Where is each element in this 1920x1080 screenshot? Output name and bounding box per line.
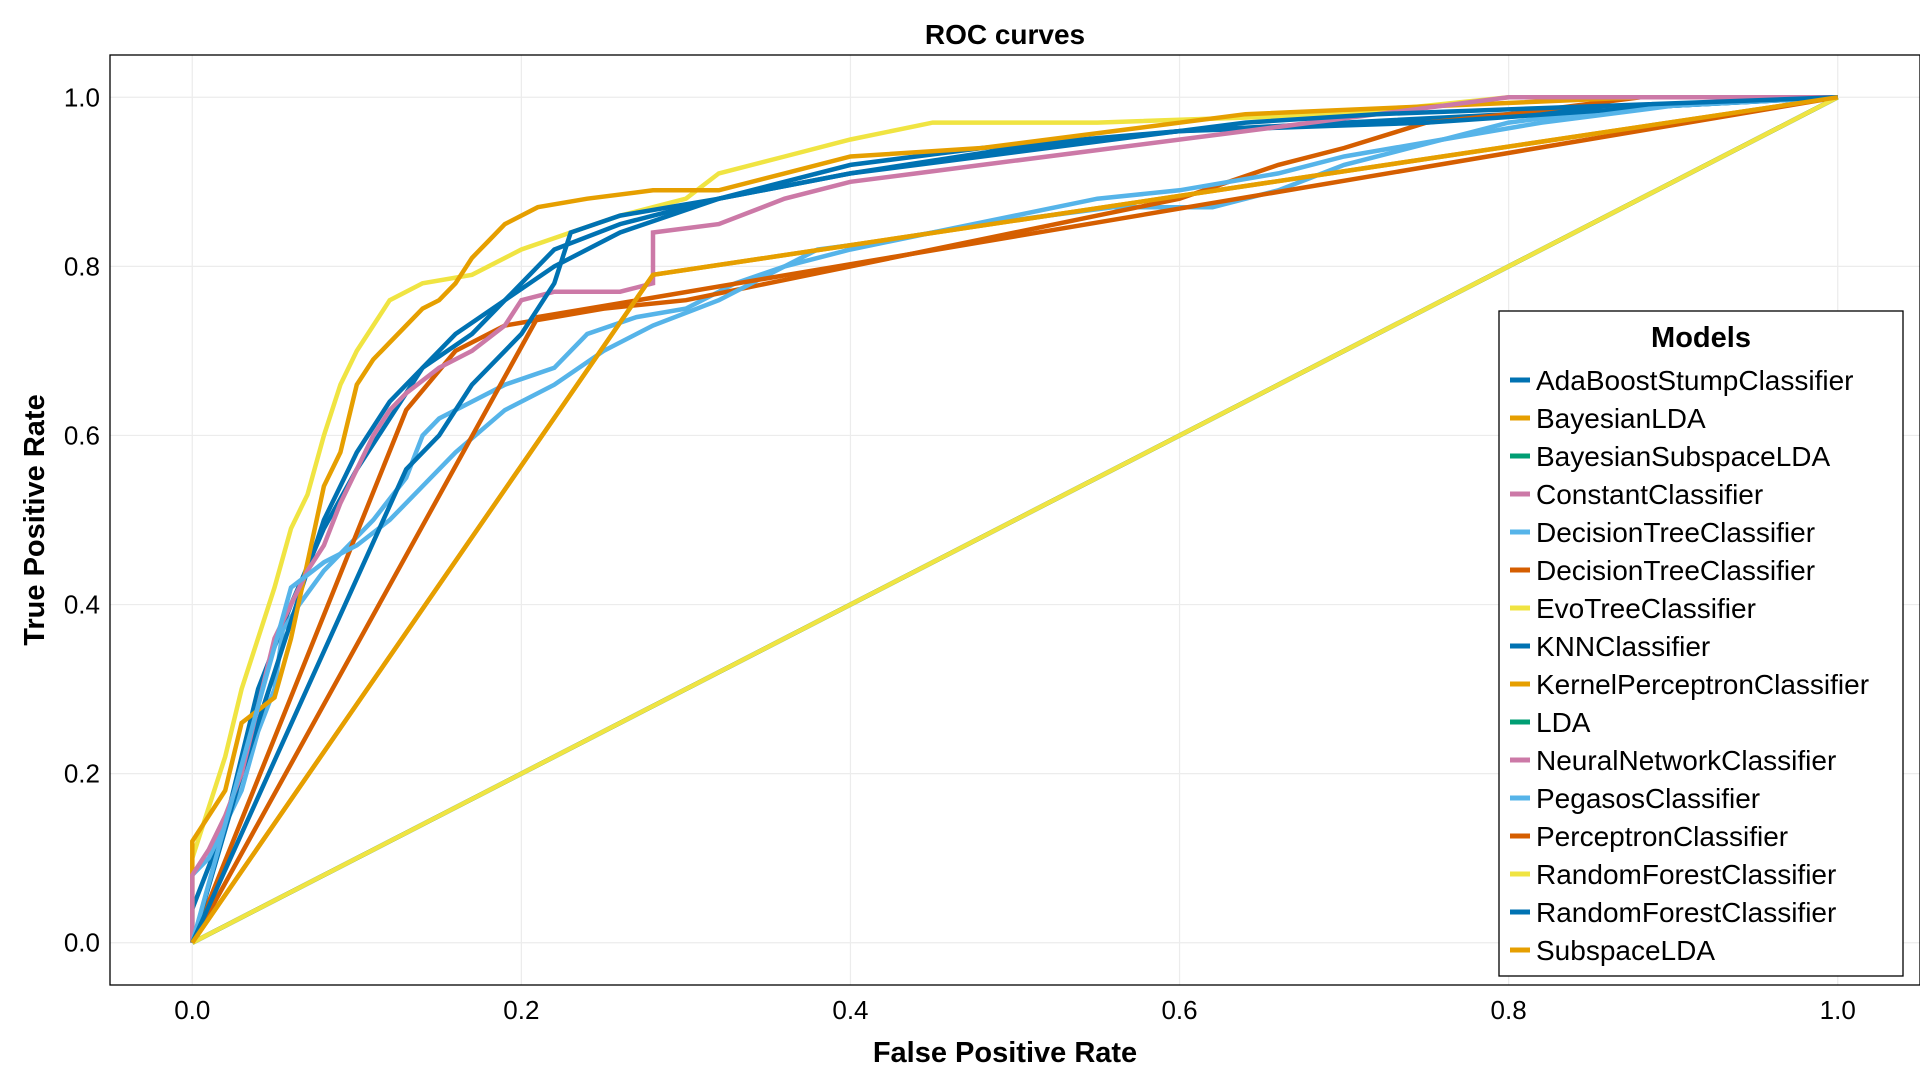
legend-label: KNNClassifier [1536, 631, 1710, 662]
legend-box [1498, 310, 1904, 977]
roc-curve-kernelperceptronclassifier [190, 95, 1838, 943]
legend-label: ConstantClassifier [1536, 479, 1763, 510]
legend-label: DecisionTreeClassifier [1536, 517, 1815, 548]
x-tick-label: 0.8 [1491, 995, 1527, 1025]
legend-label: KernelPerceptronClassifier [1536, 669, 1869, 700]
legend-label: BayesianSubspaceLDA [1536, 441, 1831, 472]
roc-curve-subspacelda [190, 95, 1839, 944]
legend-label: LDA [1536, 707, 1591, 738]
y-tick-label: 0.2 [64, 759, 100, 789]
legend-label: EvoTreeClassifier [1536, 593, 1756, 624]
legend-label: DecisionTreeClassifier [1536, 555, 1815, 586]
legend-label: PegasosClassifier [1536, 783, 1760, 814]
roc-curves [190, 95, 1839, 945]
plot-frame [109, 54, 1920, 986]
legend-label: SubspaceLDA [1536, 935, 1715, 966]
y-axis-ticks: 0.0 0.2 0.4 0.6 0.8 1.0 [64, 82, 100, 957]
x-axis-label: False Positive Rate [873, 1037, 1137, 1069]
roc-curve-pegasosclassifier [190, 95, 1838, 944]
legend: Models AdaBoostStumpClassifier BayesianLD… [1498, 310, 1904, 977]
roc-curve-randomforestclassifier [191, 95, 1839, 945]
y-tick-label: 0.6 [64, 420, 100, 450]
x-axis-ticks: 0.0 0.2 0.4 0.6 0.8 1.0 [174, 995, 1856, 1025]
legend-items: AdaBoostStumpClassifier BayesianLDA Bayesi… [1510, 365, 1869, 966]
roc-curve-perceptronclassifier [190, 95, 1839, 944]
x-tick-label: 1.0 [1820, 995, 1856, 1025]
legend-label: NeuralNetworkClassifier [1536, 745, 1836, 776]
y-tick-label: 0.4 [64, 590, 100, 620]
y-tick-label: 0.0 [64, 928, 100, 958]
y-axis-label: True Positive Rate [19, 394, 51, 645]
y-tick-label: 0.8 [64, 251, 100, 281]
y-tick-label: 1.0 [64, 82, 100, 112]
x-tick-label: 0.2 [503, 995, 539, 1025]
roc-curve-knnclassifier [190, 95, 1838, 944]
legend-label: RandomForestClassifier [1536, 897, 1836, 928]
chart-title: ROC curves [925, 19, 1085, 50]
x-tick-label: 0.6 [1161, 995, 1197, 1025]
legend-label: BayesianLDA [1536, 403, 1706, 434]
legend-label: AdaBoostStumpClassifier [1536, 365, 1853, 396]
roc-curve-evotreeclassifier [190, 95, 1838, 943]
roc-curve-adabooststumpclassifier [190, 95, 1838, 943]
legend-title: Models [1651, 322, 1751, 354]
legend-label: PerceptronClassifier [1536, 821, 1788, 852]
roc-curve-decisiontreeclassifier [190, 95, 1838, 944]
x-tick-label: 0.0 [174, 995, 210, 1025]
roc-curve-randomforestclassifier [190, 95, 1838, 944]
legend-label: RandomForestClassifier [1536, 859, 1836, 890]
x-tick-label: 0.4 [832, 995, 868, 1025]
